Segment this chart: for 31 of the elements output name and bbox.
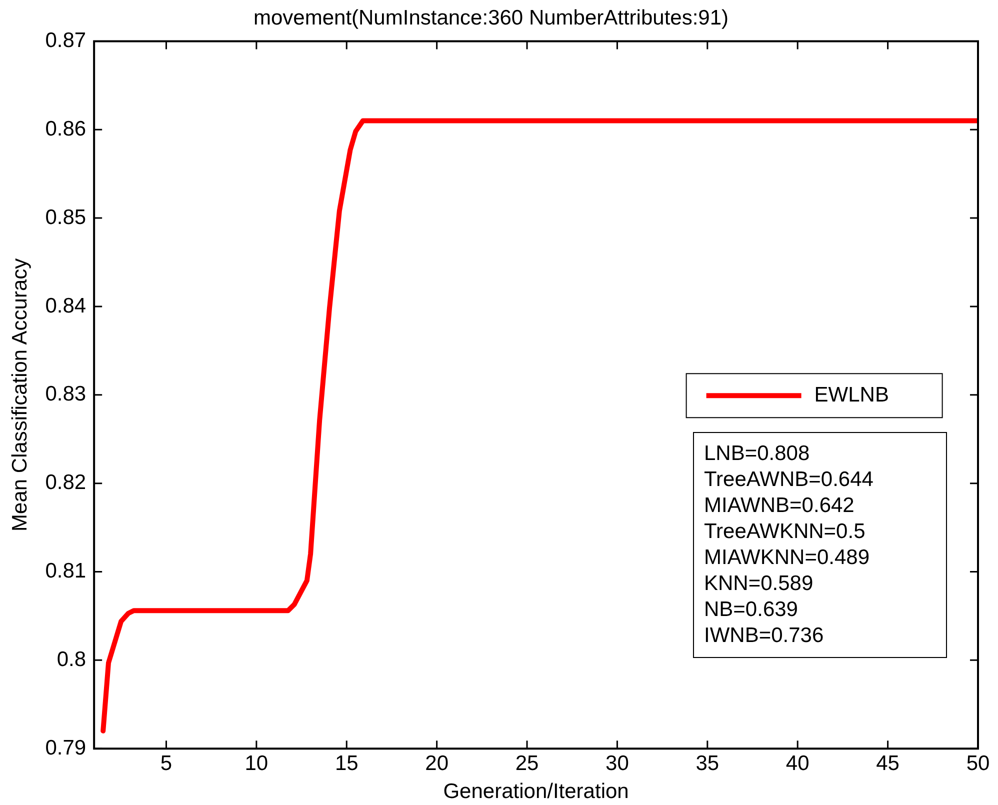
y-tick-label: 0.79: [45, 736, 86, 760]
annotation: MIAWKNN=0.489: [704, 545, 871, 571]
y-tick-label: 0.82: [45, 471, 86, 494]
y-tick-label: 0.84: [45, 294, 86, 318]
x-tick-label: 5: [160, 752, 172, 775]
x-axis-title: Generation/Iteration: [443, 780, 629, 804]
annotation: IWNB=0.736: [704, 623, 825, 649]
y-tick-label: 0.86: [45, 117, 86, 140]
x-tick-label: 20: [425, 752, 448, 775]
y-tick-label: 0.8: [56, 648, 86, 671]
annotation: NB=0.639: [704, 597, 799, 623]
chart-title: movement(NumInstance:360 NumberAttributes:91): [253, 6, 729, 30]
y-axis-title: Mean Classification Accuracy: [8, 258, 32, 532]
x-tick-label: 40: [786, 752, 810, 775]
y-tick-label: 0.85: [45, 206, 86, 229]
y-tick-label: 0.81: [45, 560, 86, 583]
x-tick-label: 25: [515, 752, 539, 775]
annotation: MIAWNB=0.642: [704, 493, 856, 519]
x-tick-label: 50: [966, 752, 990, 775]
x-tick-label: 15: [334, 752, 358, 775]
x-tick-label: 30: [606, 752, 629, 775]
x-tick-label: 35: [696, 752, 720, 775]
annotation: LNB=0.808: [704, 441, 811, 467]
annotation: TreeAWKNN=0.5: [704, 519, 866, 545]
y-tick-label: 0.83: [45, 382, 86, 406]
annotation: KNN=0.589: [704, 571, 814, 597]
legend-label: EWLNB: [814, 383, 889, 406]
y-tick-label: 0.87: [45, 28, 86, 52]
annotation: TreeAWNB=0.644: [704, 467, 874, 493]
x-tick-label: 10: [244, 752, 268, 775]
x-tick-label: 45: [876, 752, 900, 775]
